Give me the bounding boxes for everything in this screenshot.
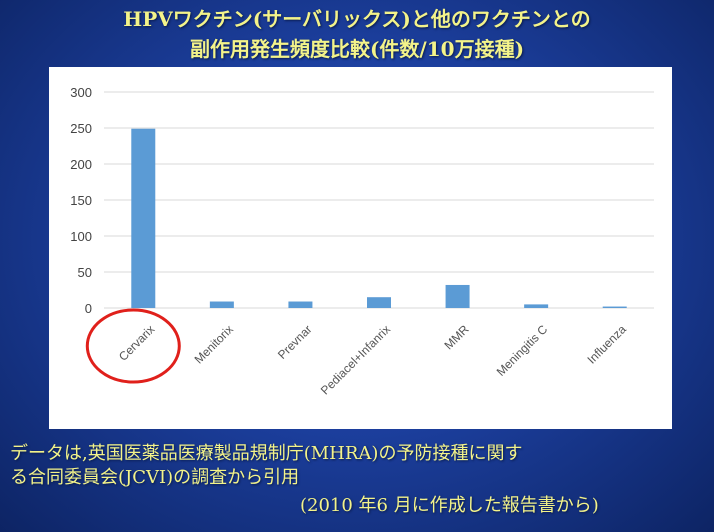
y-tick-label: 300 (70, 85, 92, 100)
y-tick-label: 50 (78, 265, 92, 280)
x-tick-label: Cervarix (116, 322, 157, 363)
y-tick-label: 200 (70, 157, 92, 172)
bar (288, 301, 313, 308)
bar (131, 128, 156, 308)
chart-title-line2: 副作用発生頻度比較(件数/10万接種) (189, 37, 525, 61)
y-tick-label: 100 (70, 229, 92, 244)
x-tick-label: MMR (442, 322, 472, 352)
y-tick-label: 250 (70, 121, 92, 136)
x-tick-label: Prevnar (275, 322, 315, 362)
bar (367, 297, 391, 308)
report-date-note: (2010 年6 月に作成した報告書から) (300, 495, 599, 516)
highlight-circle (85, 308, 181, 384)
chart-title-line1: HPVワクチン(サーバリックス)と他のワクチンとの (123, 7, 591, 31)
x-tick-label: Menitorix (192, 322, 236, 366)
bar (209, 301, 234, 308)
bar-chart: 0 50 100 150 200 250 300 Cervarix Menitorix Prevn… (70, 85, 654, 397)
source-note-line1: データは,英国医薬品医療製品規制庁(MHRA)の予防接種に関す (10, 443, 523, 464)
bar (524, 304, 549, 308)
x-tick-label: Meningitis C (494, 322, 551, 379)
bar (445, 284, 470, 308)
x-tick-label: Influenza (584, 322, 629, 367)
y-tick-label: 0 (85, 301, 92, 316)
x-tick-label: Pediacel+Infanrix (318, 322, 393, 397)
y-tick-label: 150 (70, 193, 92, 208)
chart-panel: 0 50 100 150 200 250 300 Cervarix Menitorix Prevn… (49, 67, 672, 429)
source-note-line2: る合同委員会(JCVI)の調査から引用 (10, 467, 300, 488)
bar (602, 306, 627, 308)
